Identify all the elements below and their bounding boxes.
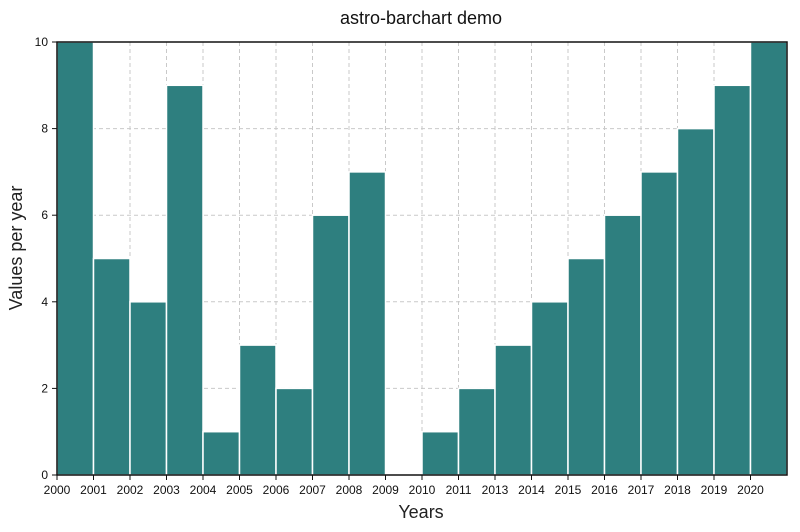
y-ticks: 0 2 4 6 8 10: [35, 35, 57, 482]
x-tick-label: 2005: [226, 483, 253, 497]
x-tick-label: 2016: [591, 483, 618, 497]
x-tick-label: 2000: [44, 483, 71, 497]
y-tick-label: 8: [41, 122, 48, 136]
y-tick-label: 0: [41, 468, 48, 482]
x-tick-label: 2015: [555, 483, 582, 497]
x-tick-label: 2004: [190, 483, 217, 497]
bar: [713, 84, 752, 476]
y-tick-label: 10: [35, 35, 49, 49]
bar: [494, 344, 533, 476]
x-tick-label: 2009: [372, 483, 399, 497]
chart-title: astro-barchart demo: [340, 8, 502, 28]
x-tick-label: 2013: [482, 483, 509, 497]
bar: [348, 171, 387, 476]
bar: [311, 214, 350, 476]
bar: [129, 301, 168, 476]
x-tick-label: 2003: [153, 483, 180, 497]
bar: [530, 301, 569, 476]
bar: [567, 257, 606, 476]
x-tick-label: 2014: [518, 483, 545, 497]
y-axis-label: Values per year: [6, 186, 26, 311]
bar: [676, 127, 715, 476]
x-tick-label: 2002: [117, 483, 144, 497]
x-ticks: 2000 2001 2002 2003 2004 2005 2006 2007 2008 2009…: [44, 475, 764, 497]
x-tick-label: 2017: [628, 483, 655, 497]
bar: [749, 41, 788, 476]
bar: [640, 171, 679, 476]
bar: [165, 84, 204, 476]
bar: [238, 344, 277, 476]
bars-layer: [56, 41, 788, 476]
x-tick-label: 2018: [664, 483, 691, 497]
y-tick-label: 6: [41, 208, 48, 222]
bar: [457, 387, 496, 476]
bar: [202, 430, 241, 476]
bar: [603, 214, 642, 476]
x-tick-label: 2007: [299, 483, 326, 497]
x-tick-label: 2008: [336, 483, 363, 497]
bar: [56, 41, 95, 476]
y-tick-label: 2: [41, 381, 48, 395]
x-tick-label: 2019: [701, 483, 728, 497]
x-axis-label: Years: [398, 502, 443, 522]
bar: [275, 387, 314, 476]
bar: [92, 257, 131, 476]
x-tick-label: 2006: [263, 483, 290, 497]
y-tick-label: 4: [41, 295, 48, 309]
x-tick-label: 2010: [409, 483, 436, 497]
x-tick-label: 2001: [80, 483, 107, 497]
bar: [421, 430, 460, 476]
x-tick-label: 2020: [737, 483, 764, 497]
x-tick-label: 2011: [446, 483, 472, 497]
